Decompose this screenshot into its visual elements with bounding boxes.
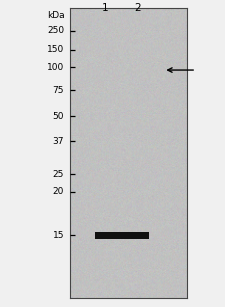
Text: 15: 15 — [53, 231, 64, 240]
Text: 100: 100 — [47, 63, 64, 72]
Text: 37: 37 — [53, 137, 64, 146]
Text: 150: 150 — [47, 45, 64, 54]
Text: 75: 75 — [53, 86, 64, 95]
Text: 25: 25 — [53, 170, 64, 179]
Text: 2: 2 — [134, 3, 141, 13]
Text: 50: 50 — [53, 112, 64, 121]
Bar — [95, 232, 149, 239]
Text: 250: 250 — [47, 26, 64, 35]
Text: 20: 20 — [53, 187, 64, 196]
Text: 1: 1 — [101, 3, 108, 13]
Text: kDa: kDa — [48, 10, 65, 20]
